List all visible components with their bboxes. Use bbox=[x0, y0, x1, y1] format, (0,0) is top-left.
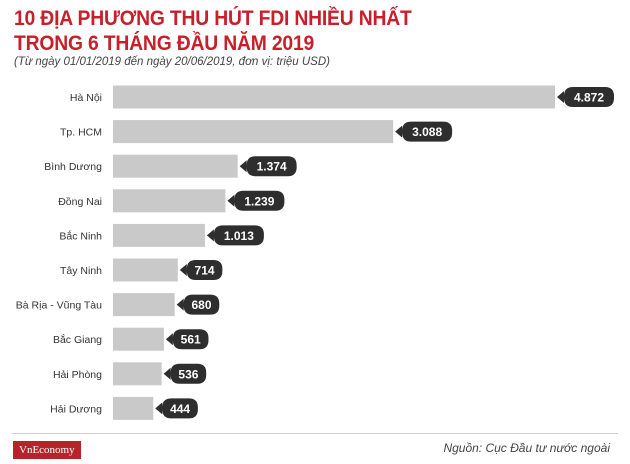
bar bbox=[113, 120, 394, 144]
value-badge bbox=[165, 329, 209, 350]
category-label: Hà Nội bbox=[70, 92, 102, 104]
value-label: 1.374 bbox=[257, 160, 287, 174]
value-label: 680 bbox=[191, 298, 211, 312]
chart-subtitle: (Từ ngày 01/01/2019 đến ngày 20/06/2019,… bbox=[14, 56, 330, 68]
footer-divider bbox=[12, 433, 618, 434]
value-badge bbox=[155, 398, 198, 419]
category-label: Bắc Giang bbox=[53, 333, 102, 346]
value-badge bbox=[227, 190, 285, 211]
value-badge bbox=[163, 363, 207, 384]
bar bbox=[113, 362, 162, 386]
category-label: Hải Dương bbox=[50, 403, 102, 415]
category-label: Bắc Ninh bbox=[59, 229, 102, 242]
bar bbox=[113, 223, 205, 247]
value-label: 561 bbox=[181, 333, 201, 347]
value-badge bbox=[206, 225, 264, 246]
value-label: 444 bbox=[170, 402, 190, 416]
bar bbox=[113, 396, 154, 420]
bar bbox=[113, 85, 555, 109]
bar-chart: Hà Nội 4.872 Tp. HCM 3.088 Bình Dương 1.374 Đồ… bbox=[16, 85, 614, 420]
category-label: Tây Ninh bbox=[60, 265, 102, 277]
value-label: 536 bbox=[178, 367, 198, 381]
bar bbox=[113, 154, 238, 178]
value-badge bbox=[179, 260, 223, 280]
category-label: Đồng Nai bbox=[58, 196, 102, 208]
chart-title: 10 ĐỊA PHƯƠNG THU HÚT FDI NHIỀU NHẤT TRO… bbox=[14, 6, 412, 56]
bar bbox=[113, 189, 226, 213]
value-label: 1.013 bbox=[224, 229, 254, 243]
title-line-2: TRONG 6 THÁNG ĐẦU NĂM 2019 bbox=[14, 32, 315, 55]
value-label: 3.088 bbox=[412, 125, 442, 139]
source-note: Nguồn: Cục Đầu tư nước ngoài bbox=[443, 441, 610, 455]
bar bbox=[113, 293, 175, 317]
value-badge bbox=[239, 156, 297, 177]
brand-logo: VnEconomy bbox=[13, 441, 81, 459]
value-label: 1.239 bbox=[244, 194, 274, 208]
value-badge bbox=[176, 294, 220, 315]
category-label: Bà Rịa - Vũng Tàu bbox=[16, 300, 102, 312]
category-label: Hải Phòng bbox=[53, 369, 102, 381]
value-label: 4.872 bbox=[574, 91, 604, 105]
category-label: Tp. HCM bbox=[60, 127, 102, 139]
value-label: 714 bbox=[195, 264, 215, 278]
bar bbox=[113, 327, 164, 351]
value-badge bbox=[395, 121, 453, 142]
value-badge bbox=[557, 87, 614, 107]
category-label: Bình Dương bbox=[44, 161, 102, 173]
title-line-1: 10 ĐỊA PHƯƠNG THU HÚT FDI NHIỀU NHẤT bbox=[14, 7, 412, 30]
bar bbox=[113, 258, 178, 282]
